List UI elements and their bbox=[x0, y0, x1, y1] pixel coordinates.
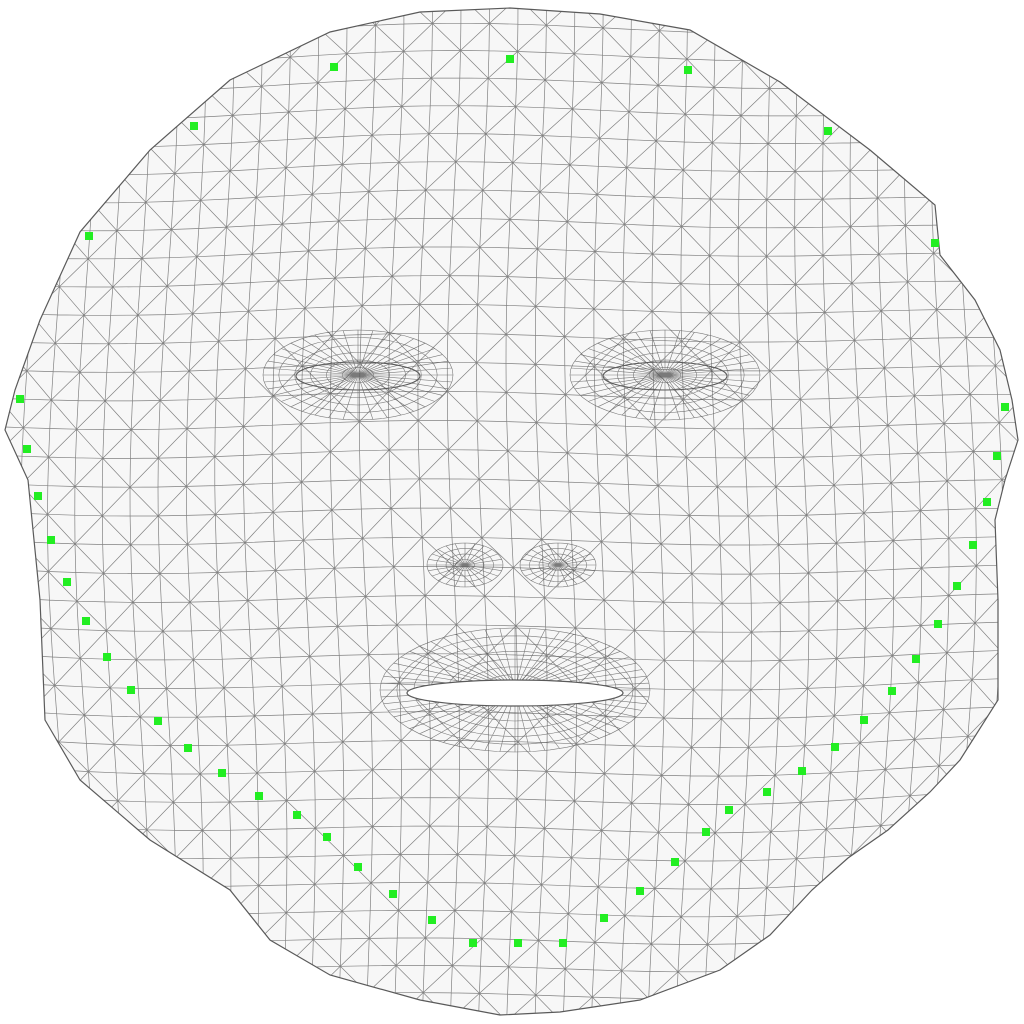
landmark-point bbox=[389, 890, 397, 898]
landmark-point bbox=[428, 916, 436, 924]
landmark-point bbox=[636, 887, 644, 895]
landmark-point bbox=[184, 744, 192, 752]
landmark-point bbox=[127, 686, 135, 694]
landmark-point bbox=[354, 863, 362, 871]
landmark-point bbox=[953, 582, 961, 590]
landmark-point bbox=[103, 653, 111, 661]
landmark-point bbox=[763, 788, 771, 796]
landmark-point bbox=[293, 811, 301, 819]
landmark-point bbox=[63, 578, 71, 586]
right-nostril-mesh bbox=[519, 542, 597, 588]
landmark-point bbox=[23, 445, 31, 453]
landmark-point bbox=[85, 232, 93, 240]
left-eye-contour bbox=[295, 361, 421, 391]
right-eye-mesh bbox=[569, 329, 761, 421]
mouth-opening bbox=[406, 679, 624, 707]
left-eye-mesh bbox=[262, 329, 454, 421]
landmark-point bbox=[190, 122, 198, 130]
face-landmarks bbox=[16, 55, 1009, 947]
landmark-point bbox=[931, 239, 939, 247]
landmark-point bbox=[323, 833, 331, 841]
landmark-point bbox=[684, 66, 692, 74]
landmark-point bbox=[469, 939, 477, 947]
landmark-point bbox=[860, 716, 868, 724]
landmark-point bbox=[506, 55, 514, 63]
landmark-point bbox=[34, 492, 42, 500]
landmark-point bbox=[798, 767, 806, 775]
landmark-point bbox=[702, 828, 710, 836]
landmark-point bbox=[824, 127, 832, 135]
landmark-point bbox=[934, 620, 942, 628]
landmark-point bbox=[514, 939, 522, 947]
landmark-point bbox=[983, 498, 991, 506]
landmark-point bbox=[1001, 403, 1009, 411]
landmark-point bbox=[671, 858, 679, 866]
landmark-point bbox=[888, 687, 896, 695]
face-mesh-silhouette bbox=[4, 7, 1019, 1016]
landmark-point bbox=[218, 769, 226, 777]
landmark-point bbox=[16, 395, 24, 403]
landmark-point bbox=[969, 541, 977, 549]
face-outline bbox=[4, 7, 1019, 1016]
landmark-point bbox=[255, 792, 263, 800]
landmark-point bbox=[330, 63, 338, 71]
landmark-point bbox=[82, 617, 90, 625]
landmark-point bbox=[600, 914, 608, 922]
landmark-point bbox=[559, 939, 567, 947]
landmark-point bbox=[993, 452, 1001, 460]
landmark-point bbox=[912, 655, 920, 663]
left-nostril-mesh bbox=[426, 542, 504, 588]
landmark-point bbox=[47, 536, 55, 544]
face-mesh-features bbox=[262, 329, 761, 753]
landmark-point bbox=[154, 717, 162, 725]
right-eye-contour bbox=[602, 361, 728, 391]
landmark-point bbox=[831, 743, 839, 751]
landmark-point bbox=[725, 806, 733, 814]
